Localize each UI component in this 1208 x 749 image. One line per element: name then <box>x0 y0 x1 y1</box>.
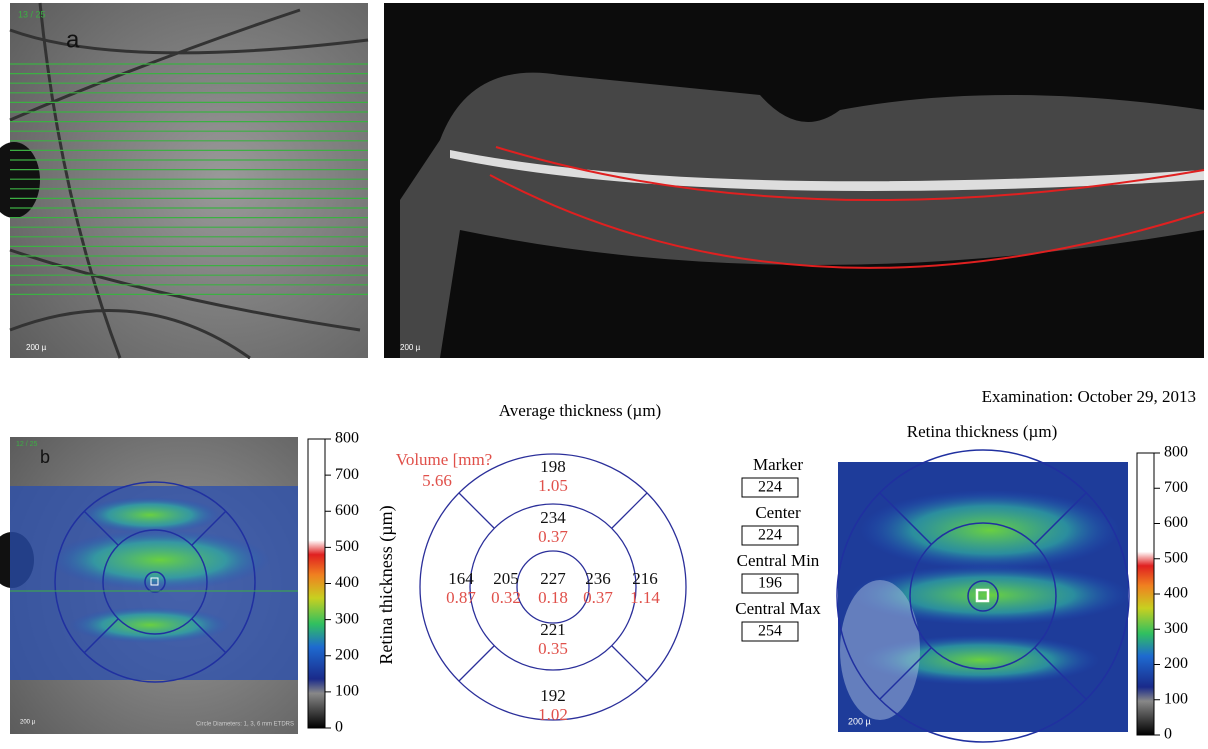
fundus-image <box>10 3 368 358</box>
map-blob <box>860 490 1120 570</box>
scale-label: 200 µ <box>848 716 871 726</box>
thickness: 227 <box>540 569 566 588</box>
tick-label: 400 <box>1164 585 1188 602</box>
tick-label: 200 <box>335 646 359 663</box>
stats: Marker 224 Center 224 Central Min 196 Central … <box>735 455 821 642</box>
tick-label: 0 <box>1164 726 1172 743</box>
volume: 1.02 <box>538 705 568 724</box>
sector-values: 1981.052340.371640.872050.322270.182360.… <box>446 457 660 724</box>
thickness: 221 <box>540 620 566 639</box>
tick-label: 300 <box>335 610 359 627</box>
volume-label: Volume [mm? <box>396 450 492 469</box>
stat-box <box>741 621 799 642</box>
thickness: 198 <box>540 457 566 476</box>
thickness: 234 <box>540 508 566 527</box>
tick-label: 200 <box>1164 655 1188 672</box>
stat-label: Central Min <box>737 551 820 570</box>
etdrs-grid <box>419 453 687 721</box>
tick-label: 100 <box>1164 690 1188 707</box>
etdrs-overlay <box>836 449 1130 743</box>
tick-label: 500 <box>1164 549 1188 566</box>
axis-label: Retina thickness (µm) <box>376 505 397 664</box>
colorbar-fill <box>1136 452 1155 736</box>
volume-value: 5.66 <box>422 471 452 490</box>
tick-label: 0 <box>335 719 343 736</box>
thickness: 216 <box>632 569 658 588</box>
etdrs-overlay <box>54 481 256 683</box>
volume: 1.05 <box>538 476 568 495</box>
boundary <box>495 146 1205 202</box>
marker <box>975 588 990 603</box>
map-blob <box>840 580 920 720</box>
map-title: Retina thickness (µm) <box>907 422 1058 441</box>
boundary <box>489 174 1205 269</box>
stat-label: Center <box>755 503 801 522</box>
stat-value: 224 <box>758 479 782 496</box>
tick-label: 300 <box>1164 620 1188 637</box>
colorbar: 0 100 200 300 400 500 600 700 800 <box>1136 444 1188 743</box>
panel-letter: a <box>66 26 80 53</box>
slice-label: 12 / 25 <box>16 441 38 448</box>
volume: 0.32 <box>491 588 521 607</box>
scale-label: 200 µ <box>20 720 36 726</box>
footnote: Circle Diameters: 1, 3, 6 mm ETDRS <box>196 722 294 728</box>
volume: 0.87 <box>446 588 476 607</box>
map-blob <box>80 497 220 533</box>
stat-value: 196 <box>758 575 782 592</box>
retina-layers <box>400 72 1204 358</box>
thickness: 164 <box>448 569 474 588</box>
grid-title: Average thickness (µm) <box>499 401 661 420</box>
tick-label: 500 <box>335 538 359 555</box>
colorbar: 0 100 200 300 400 500 600 700 800 <box>307 430 359 736</box>
stat-box <box>741 573 799 594</box>
tick-label: 800 <box>335 430 359 447</box>
volume: 1.14 <box>630 588 660 607</box>
thickness: 236 <box>585 569 611 588</box>
scan-lines <box>10 63 368 295</box>
volume: 0.18 <box>538 588 568 607</box>
tick-label: 400 <box>335 574 359 591</box>
volume: 0.37 <box>583 588 613 607</box>
stat-value: 224 <box>758 527 782 544</box>
tick-label: 700 <box>335 466 359 483</box>
examination: Examination: October 29, 2013 <box>982 387 1196 406</box>
stat-box <box>741 525 799 546</box>
panel-letter: b <box>40 447 50 467</box>
stat-value: 254 <box>758 623 782 640</box>
scale-label: 200 µ <box>400 343 421 352</box>
scale-label: 200 µ <box>26 343 47 352</box>
thickness: 192 <box>540 686 566 705</box>
stat-label: Central Max <box>735 599 821 618</box>
stat-box <box>741 477 799 498</box>
colorbar-fill <box>307 438 326 729</box>
map-blob <box>70 607 230 643</box>
slice-label: 13 / 25 <box>18 9 46 19</box>
map-blob <box>850 565 1130 625</box>
map-blob <box>860 635 1100 685</box>
tick-label: 600 <box>335 502 359 519</box>
volume: 0.37 <box>538 527 568 546</box>
marker <box>150 577 159 586</box>
volume: 0.35 <box>538 639 568 658</box>
stat-label: Marker <box>753 455 803 474</box>
tick-label: 100 <box>335 683 359 700</box>
tick-label: 600 <box>1164 514 1188 531</box>
tick-label: 700 <box>1164 479 1188 496</box>
tick-label: 800 <box>1164 444 1188 461</box>
thickness: 205 <box>493 569 519 588</box>
map-blob <box>50 530 270 590</box>
